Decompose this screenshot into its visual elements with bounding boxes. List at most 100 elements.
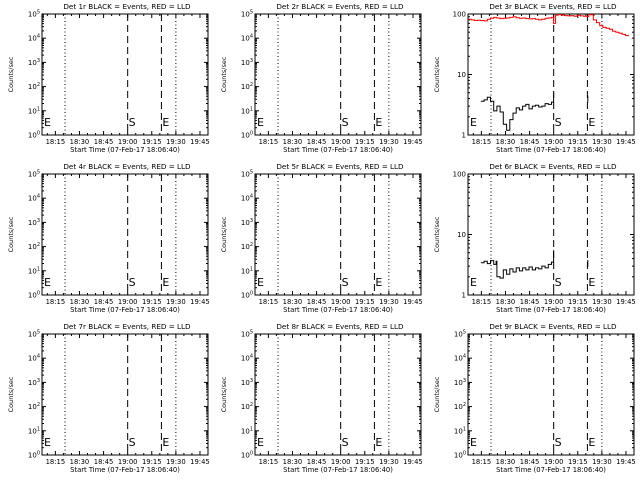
- event-marker-label: S: [129, 276, 136, 289]
- x-tick-label: 19:15: [568, 138, 588, 146]
- plot-frame: [254, 173, 422, 296]
- y-tick-label: 1: [462, 292, 466, 300]
- plot-frame: [254, 333, 422, 456]
- event-marker-label: S: [555, 276, 562, 289]
- event-marker-label: E: [588, 116, 595, 129]
- x-axis-label: Start Time (07-Feb-17 18:06:40): [70, 466, 180, 474]
- y-tick-label: 103: [241, 218, 253, 227]
- plot-frame: [41, 333, 209, 456]
- chart-panel-1: Det 1r BLACK = Events, RED = LLD 100 101 10…: [7, 2, 210, 154]
- event-marker-label: E: [470, 436, 477, 449]
- event-marker-label: E: [44, 436, 51, 449]
- x-tick-label: 19:45: [403, 458, 423, 466]
- x-tick-label: 19:45: [190, 298, 210, 306]
- y-axis-label: Counts/sec: [433, 376, 441, 412]
- y-axis-label: Counts/sec: [220, 216, 228, 252]
- y-tick-label: 103: [454, 378, 466, 387]
- y-tick-label: 100: [28, 451, 40, 460]
- y-tick-label: 103: [28, 378, 40, 387]
- x-axis-label: Start Time (07-Feb-17 18:06:40): [283, 466, 393, 474]
- x-tick-label: 19:15: [142, 458, 162, 466]
- x-tick-label: 18:30: [70, 298, 90, 306]
- x-tick-label: 19:00: [118, 298, 138, 306]
- x-tick-label: 19:30: [592, 298, 612, 306]
- y-tick-label: 101: [241, 266, 253, 275]
- y-tick-label: 103: [241, 58, 253, 67]
- y-tick-label: 102: [241, 82, 253, 91]
- x-tick-label: 18:45: [307, 458, 327, 466]
- x-tick-label: 18:30: [70, 458, 90, 466]
- chart-panel-5: Det 5r BLACK = Events, RED = LLD 100 101 10…: [220, 162, 423, 314]
- y-tick-label: 10: [457, 231, 466, 239]
- chart-panel-8: Det 8r BLACK = Events, RED = LLD 100 101 10…: [220, 322, 423, 474]
- y-tick-label: 104: [241, 194, 253, 203]
- event-marker-label: E: [470, 116, 477, 129]
- y-tick-label: 100: [241, 131, 253, 140]
- chart-title: Det 3r BLACK = Events, RED = LLD: [489, 2, 617, 11]
- y-axis-label: Counts/sec: [7, 56, 15, 92]
- y-tick-label: 105: [241, 10, 253, 19]
- event-marker-label: S: [129, 116, 136, 129]
- y-tick-label: 101: [241, 106, 253, 115]
- x-tick-label: 19:00: [118, 458, 138, 466]
- y-tick-label: 102: [241, 242, 253, 251]
- y-tick-label: 105: [454, 330, 466, 339]
- x-tick-label: 19:15: [568, 458, 588, 466]
- y-tick-label: 105: [28, 330, 40, 339]
- x-tick-label: 19:00: [331, 138, 351, 146]
- plot-frame: [254, 13, 422, 136]
- x-tick-label: 19:45: [403, 298, 423, 306]
- chart-title: Det 7r BLACK = Events, RED = LLD: [63, 322, 191, 331]
- event-marker-label: S: [555, 116, 562, 129]
- x-tick-label: 18:30: [496, 298, 516, 306]
- y-tick-label: 100: [28, 131, 40, 140]
- event-marker-label: E: [44, 116, 51, 129]
- event-marker-label: E: [162, 116, 169, 129]
- x-tick-label: 19:00: [331, 298, 351, 306]
- x-tick-label: 18:30: [496, 458, 516, 466]
- y-tick-label: 102: [241, 402, 253, 411]
- x-tick-label: 19:45: [616, 138, 636, 146]
- x-tick-label: 18:45: [94, 298, 114, 306]
- event-marker-label: E: [588, 276, 595, 289]
- event-marker-label: S: [342, 116, 349, 129]
- x-tick-label: 19:30: [166, 138, 186, 146]
- y-tick-label: 105: [28, 10, 40, 19]
- x-tick-label: 18:30: [70, 138, 90, 146]
- x-tick-label: 18:15: [472, 298, 492, 306]
- y-tick-label: 101: [28, 106, 40, 115]
- x-tick-label: 18:30: [283, 138, 303, 146]
- y-tick-label: 105: [28, 170, 40, 179]
- event-marker-label: E: [375, 436, 382, 449]
- y-tick-label: 105: [241, 170, 253, 179]
- y-tick-label: 104: [28, 194, 40, 203]
- x-tick-label: 19:30: [379, 298, 399, 306]
- y-axis-label: Counts/sec: [220, 376, 228, 412]
- x-tick-label: 19:15: [355, 298, 375, 306]
- x-tick-label: 19:45: [616, 298, 636, 306]
- event-marker-label: S: [342, 436, 349, 449]
- y-tick-label: 10: [457, 71, 466, 79]
- y-tick-label: 101: [28, 266, 40, 275]
- x-tick-label: 19:45: [403, 138, 423, 146]
- y-tick-label: 102: [28, 402, 40, 411]
- x-tick-label: 19:15: [568, 298, 588, 306]
- x-tick-label: 19:15: [355, 138, 375, 146]
- x-axis-label: Start Time (07-Feb-17 18:06:40): [70, 306, 180, 314]
- y-tick-label: 101: [454, 426, 466, 435]
- events-series-line: [480, 250, 555, 279]
- x-tick-label: 18:45: [94, 138, 114, 146]
- chart-title: Det 9r BLACK = Events, RED = LLD: [489, 322, 617, 331]
- x-axis-label: Start Time (07-Feb-17 18:06:40): [283, 306, 393, 314]
- x-tick-label: 18:30: [283, 298, 303, 306]
- x-axis-label: Start Time (07-Feb-17 18:06:40): [70, 146, 180, 154]
- y-tick-label: 102: [28, 82, 40, 91]
- x-tick-label: 18:15: [472, 138, 492, 146]
- event-marker-label: E: [257, 436, 264, 449]
- chart-title: Det 8r BLACK = Events, RED = LLD: [276, 322, 404, 331]
- chart-panel-7: Det 7r BLACK = Events, RED = LLD 100 101 10…: [7, 322, 210, 474]
- x-tick-label: 19:00: [544, 138, 564, 146]
- chart-title: Det 4r BLACK = Events, RED = LLD: [63, 162, 191, 171]
- chart-title: Det 5r BLACK = Events, RED = LLD: [276, 162, 404, 171]
- y-tick-label: 105: [241, 330, 253, 339]
